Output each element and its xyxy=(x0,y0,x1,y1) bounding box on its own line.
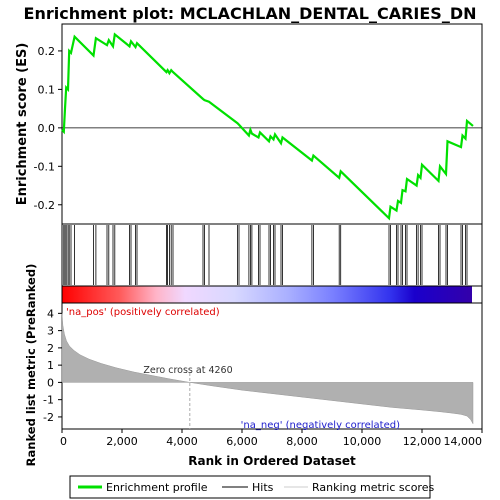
x-tick-label: 2,000 xyxy=(106,435,138,448)
metric-y-tick-label: 0 xyxy=(47,376,54,389)
x-tick-label: 8,000 xyxy=(286,435,318,448)
rank-color-bar xyxy=(62,286,472,303)
es-y-axis-label: Enrichment score (ES) xyxy=(15,43,30,206)
enrichment-panel: 0.2 0.1 0.0 -0.1 -0.2 Enrichment score (ES) xyxy=(15,23,483,225)
x-tick-label: 0 xyxy=(60,435,67,448)
x-tick-label: 14,000 xyxy=(444,435,483,448)
es-y-tick-label: 0.1 xyxy=(38,83,56,96)
metric-x-axis: 0 2,000 4,000 6,000 8,000 10,000 12,000 14,000 xyxy=(60,429,483,448)
hit-lines xyxy=(63,225,468,285)
x-tick-label: 6,000 xyxy=(226,435,258,448)
metric-panel: 4 3 2 1 0 -1 -2 0 2,000 4,000 6,000 8,000 10,000 12,… xyxy=(24,264,483,468)
x-tick-label: 12,000 xyxy=(403,435,442,448)
enrichment-plot-frame xyxy=(61,23,483,225)
x-axis-label: Rank in Ordered Dataset xyxy=(188,454,356,468)
hits-frame xyxy=(61,223,483,287)
legend-label-enrichment: Enrichment profile xyxy=(106,481,208,494)
na-neg-label: 'na_neg' (negatively correlated) xyxy=(241,420,400,431)
chart-title: Enrichment plot: MCLACHLAN_DENTAL_CARIES… xyxy=(24,4,477,23)
metric-y-tick-label: 3 xyxy=(47,325,54,338)
legend: Enrichment profile Hits Ranking metric s… xyxy=(69,475,434,499)
x-tick-label: 10,000 xyxy=(343,435,382,448)
metric-y-tick-label: -2 xyxy=(43,411,54,424)
metric-y-tick-label: -1 xyxy=(43,394,54,407)
metric-y-axis-label: Ranked list metric (PreRanked) xyxy=(24,264,38,467)
hits-panel xyxy=(61,223,483,287)
es-y-tick-label: -0.1 xyxy=(34,160,55,173)
metric-y-axis: 4 3 2 1 0 -1 -2 xyxy=(43,307,62,424)
es-y-tick-label: -0.2 xyxy=(34,199,55,212)
es-y-tick-label: 0.2 xyxy=(38,45,56,58)
es-y-tick-label: 0.0 xyxy=(38,122,56,135)
legend-box xyxy=(69,475,431,499)
x-tick-label: 4,000 xyxy=(166,435,198,448)
metric-y-tick-label: 4 xyxy=(47,307,54,320)
legend-label-hits: Hits xyxy=(252,481,274,494)
na-pos-label: 'na_pos' (positively correlated) xyxy=(66,307,220,318)
metric-y-tick-label: 2 xyxy=(47,342,54,355)
es-y-axis: 0.2 0.1 0.0 -0.1 -0.2 xyxy=(34,45,62,212)
zero-cross-label: Zero cross at 4260 xyxy=(143,365,232,376)
legend-label-metric: Ranking metric scores xyxy=(312,481,434,494)
metric-y-tick-label: 1 xyxy=(47,359,54,372)
metric-plot-frame xyxy=(61,302,483,430)
enrichment-profile-line xyxy=(61,32,474,221)
ranking-metric-area xyxy=(61,313,474,425)
